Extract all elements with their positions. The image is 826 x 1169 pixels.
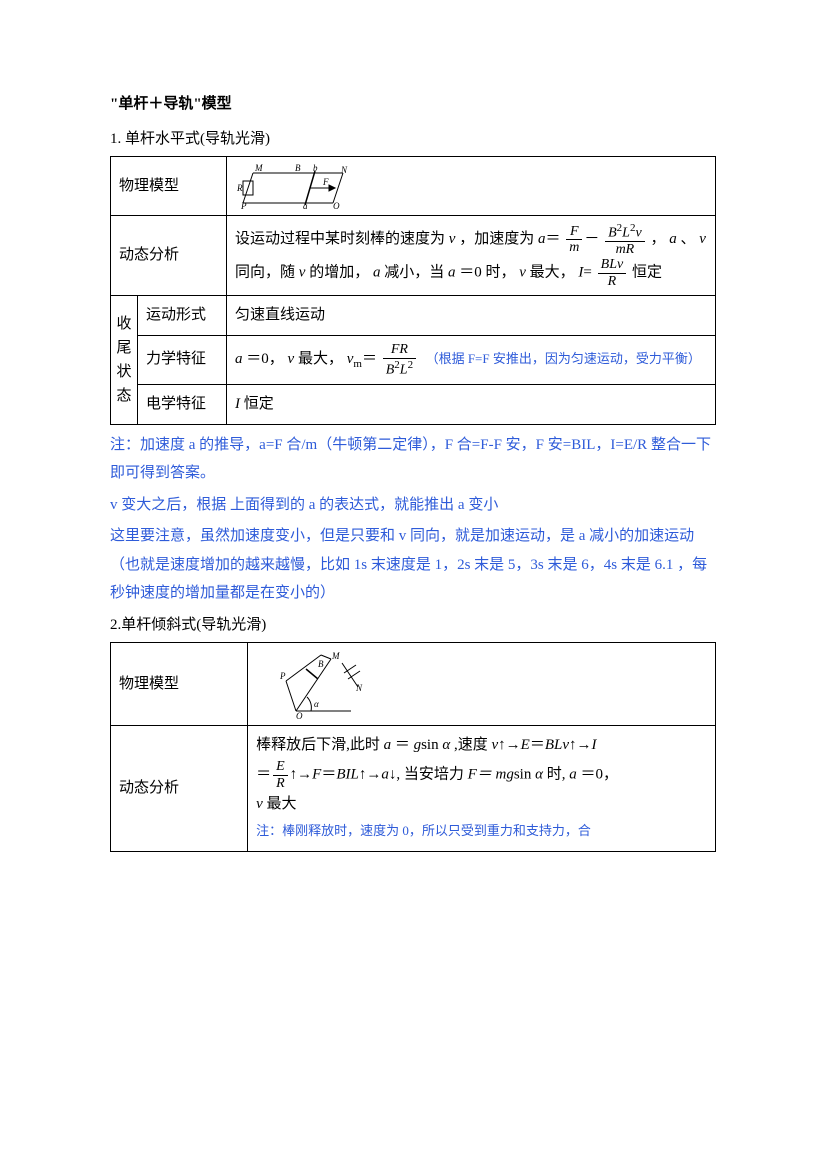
var-vm: vm — [347, 351, 362, 367]
text: 减小，当 — [384, 265, 444, 281]
text: 当安培力 — [404, 766, 464, 782]
table-row: 动态分析 设运动过程中某时刻棒的速度为 v ，加速度为 a＝ Fm－ B2L2v… — [111, 216, 716, 296]
svg-text:B: B — [318, 659, 324, 669]
cell-content: a ＝0， v 最大， vm＝ FRB2L2 （根据 F=F 安推出，因为匀速运… — [227, 336, 716, 384]
text: 恒定 — [244, 396, 274, 412]
note-paragraph: 这里要注意，虽然加速度变小，但是只要和 v 同向，就是加速运动，是 a 减小的加… — [110, 522, 716, 608]
svg-text:M: M — [331, 651, 340, 661]
text: 同向，随 — [235, 265, 299, 281]
var-I: I — [578, 265, 583, 281]
var-I: I — [235, 396, 240, 412]
note-paragraph: 注：加速度 a 的推导，a=F 合/m（牛顿第二定律），F 合=F-F 安，F … — [110, 431, 716, 488]
section2-heading: 2.单杆倾斜式(导轨光滑) — [110, 611, 716, 640]
cell-label: 物理模型 — [111, 157, 227, 216]
table-row: 物理模型 M B b N R — [111, 157, 716, 216]
char: 状 — [116, 364, 131, 380]
char: 尾 — [116, 340, 131, 356]
text: 最大， — [298, 351, 343, 367]
table-row: 电学特征 I 恒定 — [111, 384, 716, 424]
horizontal-rail-diagram: M B b N R F P a Q — [235, 163, 365, 209]
cell-content: 设运动过程中某时刻棒的速度为 v ，加速度为 a＝ Fm－ B2L2vmR ， … — [227, 216, 716, 296]
cell-label: 力学特征 — [138, 336, 227, 384]
text: ， — [650, 231, 665, 247]
svg-text:P: P — [279, 671, 286, 681]
table-row: 动态分析 棒释放后下滑,此时 a ＝ gsin α ,速度 v↑→E＝BLv↑→… — [111, 726, 716, 852]
text: 、 — [680, 231, 695, 247]
text: ，加速度为 — [459, 231, 534, 247]
text: 恒定 — [632, 265, 662, 281]
char: 收 — [116, 316, 131, 332]
svg-text:R: R — [236, 183, 243, 193]
note-paragraph: v 变大之后，根据 上面得到的 a 的表达式，就能推出 a 变小 — [110, 491, 716, 520]
var-a: a — [448, 265, 456, 281]
fraction: B2L2vmR — [605, 222, 645, 257]
cell-label: 动态分析 — [111, 726, 248, 852]
var-v: v — [519, 265, 526, 281]
svg-text:N: N — [340, 165, 348, 175]
fraction: BLvR — [598, 257, 627, 289]
var-v: v — [699, 231, 706, 247]
var-v: v — [256, 796, 263, 812]
svg-text:P: P — [240, 201, 247, 209]
char: 态 — [116, 388, 131, 404]
svg-text:B: B — [295, 163, 301, 173]
text: 最大 — [266, 796, 296, 812]
cell-content: 匀速直线运动 — [227, 296, 716, 336]
svg-text:M: M — [254, 163, 263, 173]
fraction: Fm — [566, 224, 582, 256]
svg-text:b: b — [313, 163, 318, 173]
table-row: 收 尾 状 态 运动形式 匀速直线运动 — [111, 296, 716, 336]
table-row: 力学特征 a ＝0， v 最大， vm＝ FRB2L2 （根据 F=F 安推出，… — [111, 336, 716, 384]
text: 设运动过程中某时刻棒的速度为 — [235, 231, 445, 247]
cell-diagram: M P B N O α — [248, 643, 716, 726]
expr: F＝ mg — [468, 766, 514, 782]
expr: g — [414, 737, 422, 753]
var-a: a — [235, 351, 243, 367]
svg-text:N: N — [355, 683, 363, 693]
inclined-rail-diagram: M P B N O α — [256, 649, 386, 719]
table-horizontal-model: 物理模型 M B b N R — [110, 156, 716, 425]
fraction: FRB2L2 — [383, 342, 416, 377]
section1-heading: 1. 单杆水平式(导轨光滑) — [110, 125, 716, 154]
table-row: 物理模型 M P B — [111, 643, 716, 726]
var-a: a — [538, 231, 546, 247]
note-inline: （根据 F=F 安推出，因为匀速运动，受力平衡） — [426, 351, 701, 366]
var-v: v — [492, 737, 499, 753]
text: ＝ — [395, 737, 410, 753]
text: ＝0， — [246, 351, 284, 367]
var-v: v — [449, 231, 456, 247]
text: 最大， — [530, 265, 575, 281]
text: ,速度 — [454, 737, 488, 753]
text: 的增加， — [309, 265, 369, 281]
var-a: a — [384, 737, 392, 753]
svg-text:a: a — [303, 201, 308, 209]
text: ＝0， — [581, 766, 619, 782]
cell-label: 电学特征 — [138, 384, 227, 424]
cell-label: 物理模型 — [111, 643, 248, 726]
text: 棒释放后下滑,此时 — [256, 737, 380, 753]
table-inclined-model: 物理模型 M P B — [110, 642, 716, 852]
text: 时, — [547, 766, 566, 782]
svg-text:α: α — [314, 699, 319, 709]
var-v: v — [299, 265, 306, 281]
var-v: v — [288, 351, 295, 367]
svg-text:Q: Q — [333, 201, 340, 209]
cell-diagram: M B b N R F P a Q — [227, 157, 716, 216]
cell-label: 运动形式 — [138, 296, 227, 336]
cell-vertical-label: 收 尾 状 态 — [111, 296, 138, 424]
cell-content: 棒释放后下滑,此时 a ＝ gsin α ,速度 v↑→E＝BLv↑→I ＝ER… — [248, 726, 716, 852]
note-inline: 注：棒刚释放时，速度为 0，所以只受到重力和支持力，合 — [256, 823, 591, 838]
svg-text:O: O — [296, 711, 303, 719]
cell-label: 动态分析 — [111, 216, 227, 296]
svg-text:F: F — [322, 177, 329, 187]
page-title: "单杆＋导轨"模型 — [110, 90, 716, 119]
text: ＝0 时， — [459, 265, 515, 281]
var-a: a — [669, 231, 677, 247]
var-a: a — [373, 265, 381, 281]
cell-content: I 恒定 — [227, 384, 716, 424]
var-a: a — [569, 766, 577, 782]
fraction: ER — [273, 759, 288, 791]
